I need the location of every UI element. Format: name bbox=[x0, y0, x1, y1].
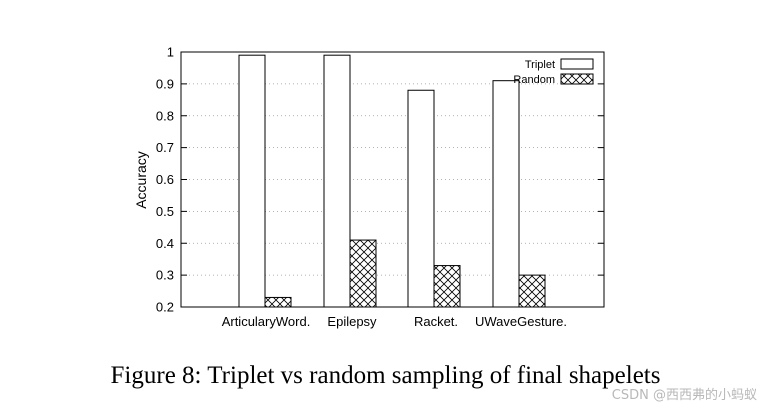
y-tick-label: 1 bbox=[167, 45, 174, 60]
figure-caption: Figure 8: Triplet vs random sampling of … bbox=[110, 362, 661, 389]
x-category-labels: ArticularyWord. Epilepsy Racket. UWaveGestu… bbox=[222, 314, 567, 329]
x-category-label: Epilepsy bbox=[327, 314, 377, 329]
y-tick-label: 0.2 bbox=[156, 300, 174, 315]
legend-swatch-triplet bbox=[560, 58, 594, 70]
y-ticks: 0.2 0.3 0.4 0.5 0.6 0.7 0.8 0.9 1 bbox=[156, 45, 604, 315]
legend: Triplet Random bbox=[513, 58, 594, 86]
bar-random bbox=[264, 296, 292, 308]
bar-random bbox=[518, 274, 546, 308]
y-axis-label: Accuracy bbox=[133, 151, 149, 209]
y-tick-label: 0.6 bbox=[156, 172, 174, 187]
y-tick-label: 0.3 bbox=[156, 268, 174, 283]
y-tick-label: 0.4 bbox=[156, 236, 174, 251]
x-category-label: Racket. bbox=[414, 314, 458, 329]
bar-triplet bbox=[407, 89, 435, 308]
y-tick-label: 0.9 bbox=[156, 76, 174, 91]
bars bbox=[238, 54, 546, 308]
y-tick-label: 0.5 bbox=[156, 204, 174, 219]
bar-triplet bbox=[323, 54, 351, 308]
bar-random bbox=[349, 239, 377, 308]
y-tick-label: 0.8 bbox=[156, 108, 174, 123]
bar-triplet bbox=[492, 80, 520, 308]
legend-label: Random bbox=[513, 74, 555, 86]
y-tick-label: 0.7 bbox=[156, 140, 174, 155]
watermark: CSDN @西西弗的小蚂蚁 bbox=[611, 388, 757, 403]
x-category-label: ArticularyWord. bbox=[222, 314, 311, 329]
legend-swatch-random bbox=[560, 73, 594, 85]
legend-label: Triplet bbox=[525, 59, 555, 71]
bar-random bbox=[433, 265, 461, 308]
bar-triplet bbox=[238, 54, 266, 308]
x-category-label: UWaveGesture. bbox=[475, 314, 567, 329]
